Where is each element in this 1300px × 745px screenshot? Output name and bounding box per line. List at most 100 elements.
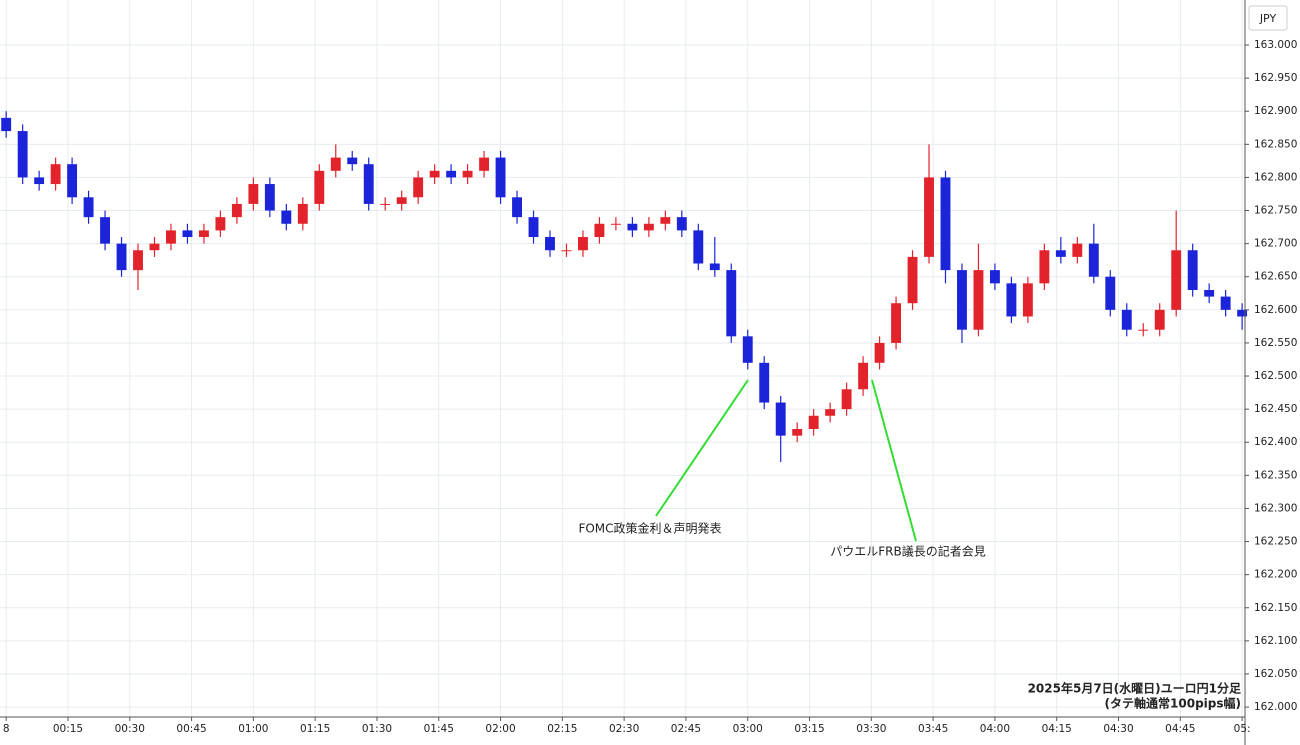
candle-body [446,170,457,178]
candle-body [1204,289,1215,297]
candle-body [215,217,226,231]
candle-body [1072,243,1083,257]
y-tick-label: 162.500 [1254,370,1297,382]
candle-body [166,230,176,244]
candle-body [610,223,621,225]
candle-body [1187,250,1198,290]
x-tick-label: 01:00 [238,723,268,735]
candle-body [50,164,61,185]
candle-body [660,217,671,224]
y-tick-label: 162.600 [1254,304,1297,316]
x-tick-label: 01:45 [424,723,454,735]
candle-body [67,164,78,198]
y-tick-label: 162.850 [1254,138,1297,150]
candle-body [1022,283,1033,317]
annotation: パウエルFRB議長の記者会見 [830,544,985,559]
candle-body [594,223,605,238]
y-tick-label: 162.000 [1254,701,1297,713]
x-tick-label: 01:30 [362,723,392,735]
y-tick-label: 162.700 [1254,238,1297,250]
candle-body [1138,329,1149,331]
candle-body [231,203,242,218]
candle-body [330,157,341,171]
candle-body [116,243,127,271]
candle-body [957,270,967,330]
x-tick-label: 02:30 [609,723,639,735]
y-tick-label: 162.750 [1254,205,1297,217]
candle-body [907,256,918,304]
candle-body [149,243,160,251]
candle-body [1220,296,1231,310]
annotation-arrow [871,379,917,542]
y-tick-label: 162.400 [1254,436,1297,448]
candle-body [726,270,737,337]
candle-body [841,389,852,410]
x-tick-label: 02:00 [485,723,515,735]
candle-body [627,223,638,231]
x-tick-label: 8 [3,723,10,735]
candle-body [1055,250,1066,257]
grid [0,0,1245,717]
candle-body [1121,309,1132,330]
candle-body [874,342,885,363]
y-tick-label: 162.650 [1254,271,1297,283]
candle-body [545,237,555,251]
candle-body [429,170,440,178]
y-tick-label: 162.200 [1254,569,1297,581]
candle-body [512,197,522,218]
x-tick-label: 04:45 [1165,723,1195,735]
candle-body [347,157,358,165]
candle-body [281,210,292,224]
candle-body [808,415,819,430]
x-tick-label: 03:00 [733,723,763,735]
annotation-arrow [655,379,749,517]
candle-body [363,164,374,204]
candle-body [1237,309,1248,317]
candle-body [1105,276,1116,310]
candle-body [1,117,12,132]
candle-body [198,230,209,238]
x-tick-label: 00:15 [53,723,83,735]
candle-body [17,131,28,178]
x-tick-label: 05: [1234,723,1251,735]
y-tick-label: 162.250 [1254,536,1297,548]
candle-body [413,177,424,198]
candle-body [297,203,308,224]
candle-body [495,157,506,198]
y-tick-label: 162.050 [1254,668,1297,680]
candle-body [924,177,934,257]
annotation: FOMC政策金利＆声明発表 [578,521,721,536]
x-tick-label: 02:45 [671,723,701,735]
ticks: 162.000 162.050 162.100 162.150 162.200 162.2… [3,39,1298,735]
y-tick-label: 162.800 [1254,171,1297,183]
candle-body [825,409,836,416]
x-tick-label: 02:15 [547,723,577,735]
candles [1,111,1248,463]
x-tick-label: 04:15 [1042,723,1072,735]
candle-body [83,197,94,218]
y-tick-label: 163.000 [1254,39,1297,51]
candle-body [561,250,572,252]
y-tick-label: 162.100 [1254,635,1297,647]
y-tick-label: 162.300 [1254,502,1297,514]
candle-body [891,303,901,343]
x-tick-label: 04:30 [1103,723,1133,735]
candle-body [989,270,1000,284]
candle-body [248,184,259,204]
candle-body [643,223,654,231]
candle-body [462,170,473,178]
candle-body [693,230,704,264]
candle-body [1006,283,1017,317]
caption: (タテ軸通常100pips幅) [1105,696,1241,711]
candle-body [792,429,803,436]
x-tick-label: 03:30 [856,723,886,735]
y-tick-label: 162.150 [1254,602,1297,614]
candle-body [133,250,143,271]
candle-body [759,362,770,403]
candle-body [100,217,110,244]
x-tick-label: 00:30 [115,723,145,735]
candle-body [182,230,193,238]
candle-body [709,263,720,271]
